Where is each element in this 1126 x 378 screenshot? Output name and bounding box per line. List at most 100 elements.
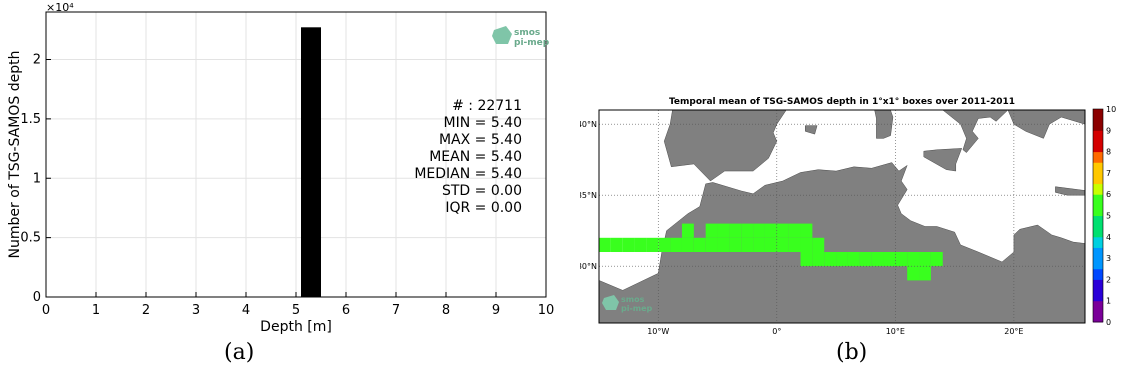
data-cell	[907, 252, 920, 267]
logo-text-2: pi-mep	[621, 304, 653, 313]
colorbar-segment	[1093, 279, 1103, 291]
y-tick-label: 0	[33, 290, 41, 305]
colorbar-segment	[1093, 151, 1103, 163]
y-tick-label: 2	[33, 53, 41, 68]
land-east	[1084, 110, 1085, 174]
map-chart: Temporal mean of TSG-SAMOS depth in 1°x1…	[577, 97, 1116, 336]
map-frame	[598, 109, 1086, 324]
data-cell	[717, 223, 730, 238]
data-cell	[836, 252, 848, 267]
y-axis-label: Number of TSG-SAMOS depth	[7, 51, 23, 259]
data-cell	[693, 237, 706, 252]
colorbar-segment	[1093, 109, 1103, 121]
land-mallorca	[805, 125, 818, 135]
land-africa	[599, 162, 1085, 323]
colorbar-segment	[1093, 162, 1103, 174]
data-cell	[800, 252, 813, 267]
colorbar-tick-label: 3	[1106, 254, 1111, 263]
x-tick-label: 9	[492, 303, 500, 318]
lon-tick-label: 0°	[772, 327, 781, 336]
colorbar-tick-label: 4	[1106, 233, 1111, 242]
plot-frame	[45, 11, 547, 298]
data-cell	[883, 252, 896, 267]
y-tick-label: 1	[33, 171, 41, 186]
lon-tick-label: 10°W	[647, 327, 669, 336]
x-tick-label: 6	[342, 303, 350, 318]
stat-line: MIN = 5.40	[444, 115, 522, 131]
map-title: Temporal mean of TSG-SAMOS depth in 1°x1…	[669, 97, 1015, 107]
data-cell	[871, 252, 884, 267]
x-tick-label: 3	[192, 303, 200, 318]
logo-mark	[492, 26, 512, 44]
colorbar-segment	[1093, 247, 1103, 259]
colorbar-tick-label: 0	[1106, 318, 1111, 327]
map-body	[599, 110, 1085, 323]
data-cell	[753, 237, 765, 252]
data-cell	[681, 223, 694, 238]
colorbar-segment	[1093, 119, 1103, 131]
data-cell	[705, 223, 718, 238]
lon-tick-label: 20°E	[1004, 327, 1023, 336]
colorbar-segment	[1093, 236, 1103, 248]
data-cell	[895, 252, 908, 267]
colorbar-tick-label: 7	[1106, 169, 1111, 178]
x-tick-label: 7	[392, 303, 400, 318]
data-cell	[729, 237, 742, 252]
data-cell	[753, 223, 765, 238]
data-cell	[717, 237, 730, 252]
logo-mark	[602, 295, 619, 310]
data-cell	[859, 252, 872, 267]
colorbar-segment	[1093, 130, 1103, 142]
colorbar-segment	[1093, 300, 1103, 312]
data-cell	[646, 237, 659, 252]
data-cell	[824, 252, 837, 267]
stat-line: # : 22711	[452, 98, 522, 114]
colorbar-segment	[1093, 311, 1103, 323]
y-tick-label: 0.5	[20, 231, 41, 246]
data-cell	[670, 237, 682, 252]
colorbar-tick-label: 1	[1106, 297, 1111, 306]
data-cell	[907, 266, 920, 281]
x-tick-label: 1	[92, 303, 100, 318]
graticule	[599, 110, 1085, 323]
colorbar-segment	[1093, 183, 1103, 195]
data-cell	[610, 237, 623, 252]
colorbar-tick-label: 2	[1106, 275, 1111, 284]
x-tick-label: 4	[242, 303, 250, 318]
data-cell	[812, 252, 825, 267]
data-cell	[764, 223, 777, 238]
data-cell	[930, 252, 943, 267]
land-crete	[1055, 186, 1085, 196]
lat-tick-label: 35°N	[580, 191, 597, 200]
colorbar-segment	[1093, 194, 1103, 206]
logo-text-1: smos	[621, 295, 645, 304]
histogram-panel: 0 1 2 3 4 5 6 7 8 9 10 0 0.5 1 1.5 2 ×10⁴ Depth [m] Number…	[0, 0, 560, 378]
x-tick-label: 10	[538, 303, 555, 318]
colorbar-segment	[1093, 172, 1103, 185]
data-cell	[800, 237, 813, 252]
data-cell	[729, 223, 742, 238]
data-cell	[788, 223, 801, 238]
histogram-bar	[301, 27, 321, 297]
lon-tick-label: 10°E	[886, 327, 905, 336]
caption-b: (b)	[836, 340, 868, 365]
colorbar-segment	[1093, 290, 1103, 302]
land-europe	[599, 110, 1085, 182]
x-tick-label: 8	[442, 303, 450, 318]
x-tick-label: 5	[292, 303, 300, 318]
data-cell	[634, 237, 647, 252]
lat-tick-label: 40°N	[580, 120, 597, 129]
data-cell	[741, 223, 754, 238]
colorbar-segment	[1093, 226, 1103, 238]
map-panel: Temporal mean of TSG-SAMOS depth in 1°x1…	[577, 0, 1126, 378]
x-axis-label: Depth [m]	[260, 319, 332, 335]
data-cell	[622, 237, 635, 252]
colorbar-segment	[1093, 268, 1103, 280]
land-sardinia	[874, 110, 894, 139]
x-tick-label: 2	[142, 303, 150, 318]
colorbar-tick-label: 8	[1106, 148, 1111, 157]
logo-text-1: smos	[514, 28, 540, 38]
histogram-chart: 0 1 2 3 4 5 6 7 8 9 10 0 0.5 1 1.5 2 ×10⁴ Depth [m] Number…	[7, 1, 555, 335]
